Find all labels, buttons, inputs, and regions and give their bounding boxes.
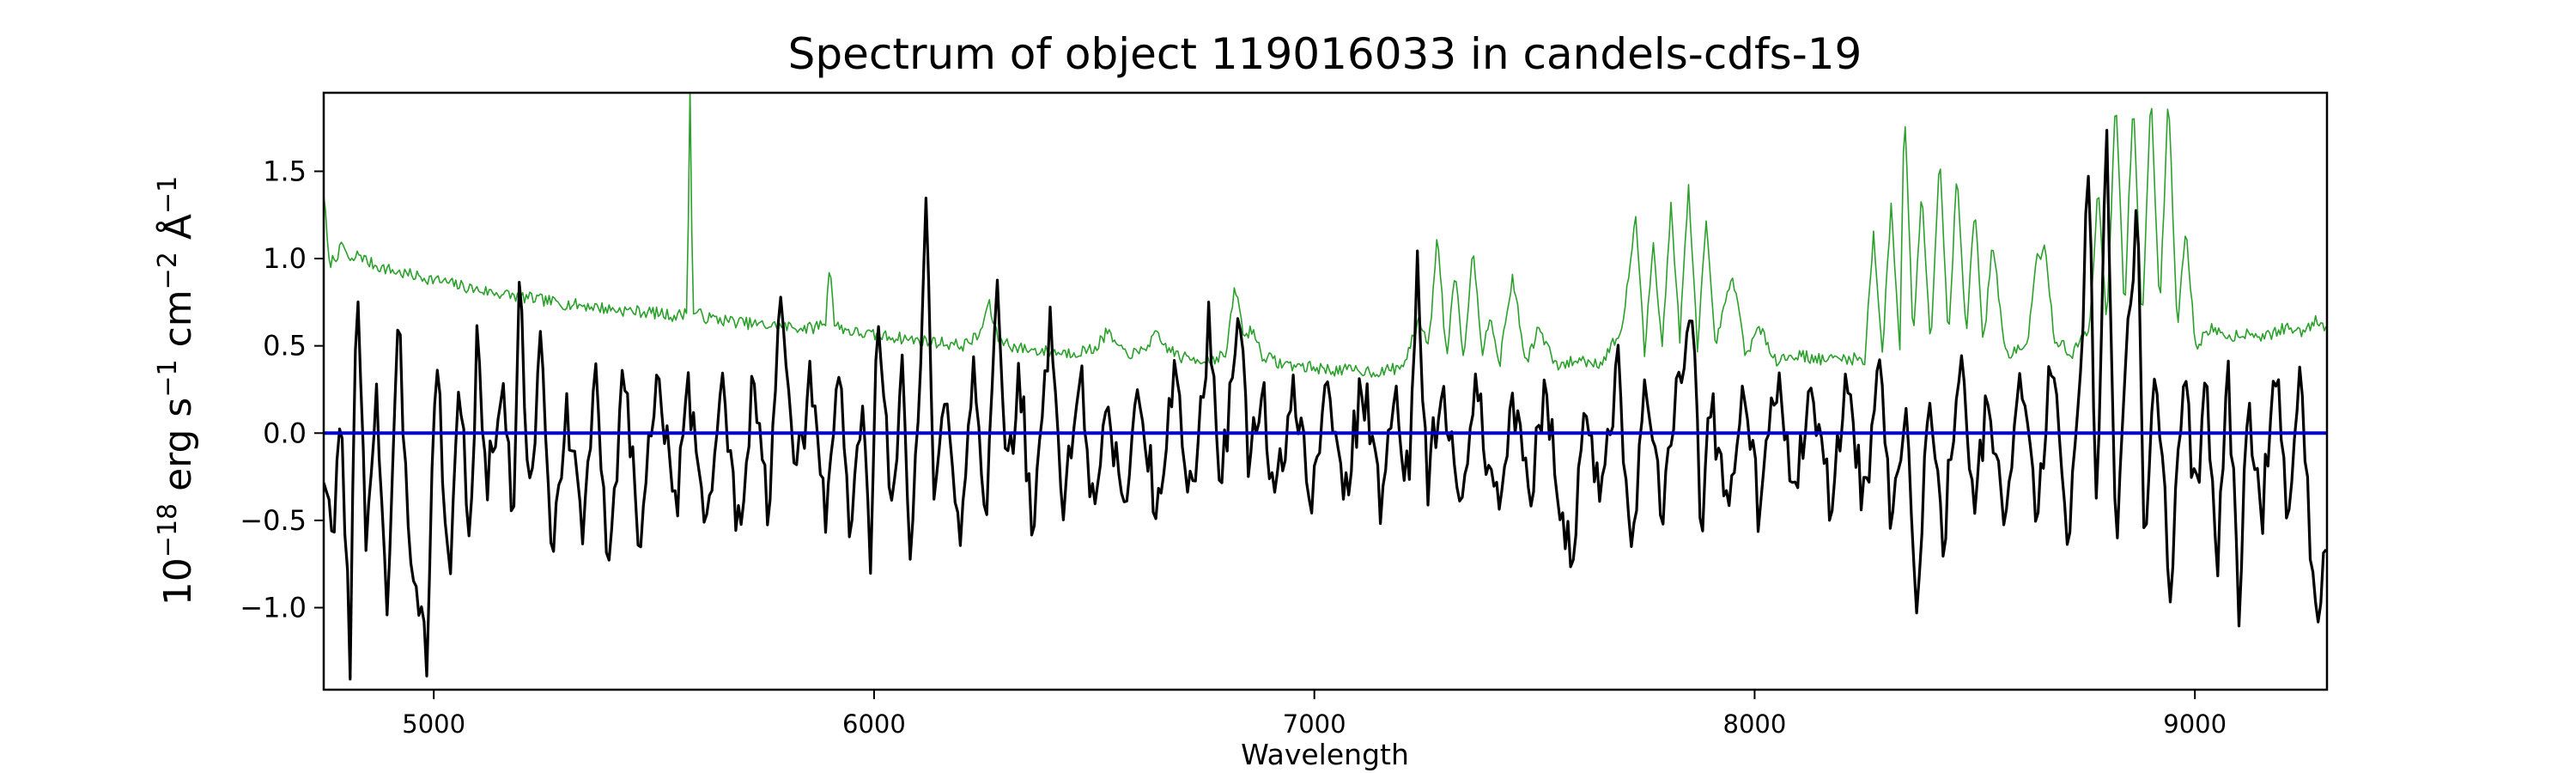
- y-tick-label: −1.0: [240, 591, 307, 624]
- x-tick-label: 9000: [2163, 709, 2227, 739]
- error-series-line: [324, 93, 2327, 378]
- plot-frame: [322, 91, 2329, 691]
- y-tick-label: 0.0: [263, 417, 307, 449]
- x-tick-label: 7000: [1283, 709, 1346, 739]
- plot-series: [324, 93, 2327, 681]
- x-axis-label: Wavelength: [1241, 738, 1409, 771]
- y-tick-label: −0.5: [240, 504, 307, 537]
- y-tick-label: 0.5: [263, 330, 307, 362]
- y-axis-label: 10−18 erg s−1 cm−2 Å−1: [153, 176, 201, 606]
- chart-title: Spectrum of object 119016033 in candels-…: [788, 29, 1862, 79]
- y-axis-label-text: 10−18 erg s−1 cm−2 Å−1: [153, 176, 201, 606]
- x-tick-label: 5000: [402, 709, 465, 739]
- y-tick-label: 1.0: [263, 242, 307, 275]
- flux-series-line: [324, 129, 2327, 681]
- axis-ticks: −1.0 −0.5 0.0 0.5 1.0 1.5 5000 6000 7000 8000 9000: [240, 155, 2227, 739]
- x-tick-label: 6000: [842, 709, 906, 739]
- x-tick-label: 8000: [1723, 709, 1787, 739]
- y-tick-label: 1.5: [263, 155, 307, 187]
